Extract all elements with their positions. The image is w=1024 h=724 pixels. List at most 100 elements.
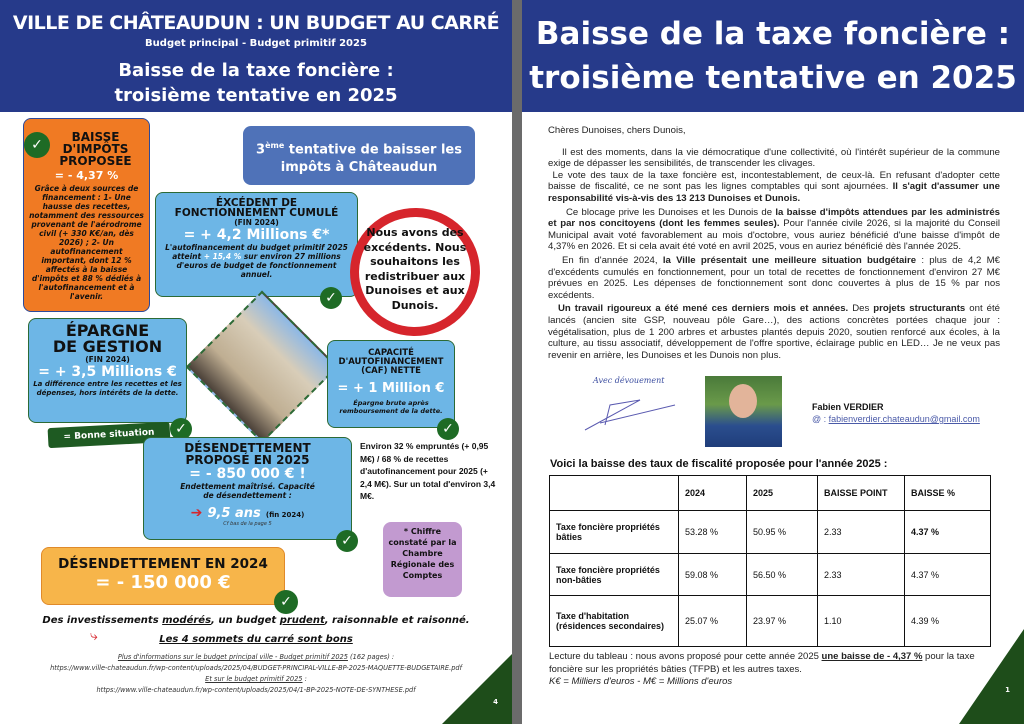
face <box>729 384 757 418</box>
subtitle: Budget principal - Budget primitif 2025 <box>145 38 367 49</box>
caf-title: CAPACITÉ D'AUTOFINANCEMENT (CAF) NETTE <box>338 348 444 376</box>
p5-bold-2: projets structurants <box>873 303 966 315</box>
greeting: Chères Dunoises, chers Dunois, <box>548 125 686 136</box>
attempt-sup: ème <box>265 141 285 150</box>
loans-note: Environ 32 % empruntés (+ 0,95 M€) / 68 … <box>360 441 496 501</box>
letter-body: Chères Dunoises, chers Dunois, Il est de… <box>548 125 1000 363</box>
debt-2025-text: Endettement maîtrisé. Capacité de désend… <box>180 482 315 500</box>
p3-bold: la baisse d'impôts attendues par les adm… <box>548 206 1000 230</box>
p5-text-2: ont été lancés (ancien site GSP, nouveau… <box>548 303 1000 361</box>
header-cell: 2024 <box>678 475 747 511</box>
p2-bold: Il s'agit d'assumer une responsabilité v… <box>548 181 1000 204</box>
info-1-pages: (162 pages) : <box>347 653 395 661</box>
page-header: Baisse de la taxe foncière : troisième t… <box>522 0 1024 112</box>
check-icon: ✓ <box>170 418 192 440</box>
header-cell: 2025 <box>746 475 818 511</box>
email-link[interactable]: fabienverdier.chateaudun@gmail.com <box>828 414 980 424</box>
check-icon: ✓ <box>320 287 342 309</box>
cell: 4.37 % <box>904 553 991 596</box>
paragraph-2: Le vote des taux de la taxe foncière est… <box>548 170 1000 205</box>
email-prefix: @ : <box>812 414 829 424</box>
third-attempt-box: 3ème tentative de baisser les impôts à C… <box>243 126 475 185</box>
tagline-part: , un budget <box>211 615 280 626</box>
savings-period: (FIN 2024) <box>85 355 130 364</box>
table-reading-note: Lecture du tableau : nous avons proposé … <box>549 651 994 689</box>
p3-text-2: Pour l'année civile 2026, si la majorité… <box>548 218 1000 253</box>
header-cell <box>549 475 679 511</box>
table-row: Taxe foncière propriétés bâties 53.28 % … <box>549 510 991 554</box>
table-header-row: 2024 2025 BAISSE POINT BAISSE % <box>549 475 991 511</box>
table-row: Taxe d'habitation (résidences secondaire… <box>549 595 991 647</box>
debt-2025-value: = - 850 000 € ! <box>189 466 306 482</box>
circle-text: Nous avons des excédents. Nous souhaiton… <box>363 226 467 312</box>
paragraph-4: En fin d'année 2024, la Ville présentait… <box>548 255 1000 301</box>
reading-text: Lecture du tableau : nous avons proposé … <box>549 651 822 662</box>
footnote-box: * Chiffre constaté par la Chambre Région… <box>383 522 462 597</box>
p2-text: Le vote des taux de la taxe foncière est… <box>548 169 1001 193</box>
page-ref: Cf bas de la page 5 <box>223 521 272 527</box>
table-row: Taxe foncière propriétés non-bâties 59.0… <box>549 553 991 596</box>
red-arrow-icon: ➔ <box>190 505 203 521</box>
tagline-part: Des investissements <box>42 615 163 626</box>
info-links: Plus d'informations sur le budget princi… <box>40 652 472 696</box>
info-2-label: Et sur le budget primitif 2025 <box>205 675 303 683</box>
row-label: Taxe foncière propriétés non-bâties <box>549 553 679 596</box>
header-cell: BAISSE POINT <box>817 475 905 511</box>
header-cell: BAISSE % <box>904 475 991 511</box>
info-1-url[interactable]: https://www.ville-chateaudun.fr/wp-conte… <box>50 664 462 672</box>
p5-bold: Un travail rigoureux a été mené ces dern… <box>558 303 849 315</box>
cell: 56.50 % <box>746 553 818 596</box>
tax-rate-table: 2024 2025 BAISSE POINT BAISSE % Taxe fon… <box>549 475 991 647</box>
debt-2024-value: = - 150 000 € <box>95 572 231 593</box>
title-line-2: troisième tentative en 2025 <box>529 60 1017 96</box>
cell: 23.97 % <box>746 595 818 647</box>
attempt-number: 3 <box>256 142 266 158</box>
surplus-highlight: + 15,4 % <box>203 252 242 261</box>
units-note: K€ = Milliers d'euros - M€ = Millions d'… <box>549 676 733 687</box>
headline-1: Baisse de la taxe foncière : <box>118 60 394 81</box>
surplus-text-2: sur environ 27 millions d'euros de budge… <box>176 252 341 279</box>
surplus-box: ÉXCÉDENT DE FONCTIONNEMENT CUMULÉ (FIN 2… <box>155 192 358 297</box>
signature-scribble <box>584 399 676 431</box>
cell: 1.10 <box>817 595 905 647</box>
page-1: Baisse de la taxe foncière : troisième t… <box>522 0 1024 724</box>
tax-cut-title: BAISSE D'IMPÔTS PROPOSEE <box>59 130 132 168</box>
cell: 50.95 % <box>746 510 818 554</box>
corner-triangle <box>442 654 512 724</box>
tax-cut-box: BAISSE D'IMPÔTS PROPOSEE = - 4,37 % Grâc… <box>23 118 150 312</box>
savings-title: ÉPARGNE DE GESTION <box>52 321 163 356</box>
cell: 25.07 % <box>678 595 747 647</box>
info-2-url[interactable]: https://www.ville-chateaudun.fr/wp-conte… <box>96 686 416 694</box>
surplus-title: ÉXCÉDENT DE FONCTIONNEMENT CUMULÉ <box>174 197 339 219</box>
tagline-moderes: modérés <box>162 615 212 626</box>
debt-years: 9,5 ans <box>207 506 261 521</box>
tagline: Des investissements modérés, un budget p… <box>0 615 512 626</box>
p4-text-2: : plus de 4,2 M€ d'excédents cumulés en … <box>548 254 1000 301</box>
p3-text: Ce blocage prive les Dunoises et les Dun… <box>566 206 776 218</box>
table-heading: Voici la baisse des taux de fiscalité pr… <box>550 458 888 470</box>
attempt-text: tentative de baisser les impôts à Châtea… <box>280 142 462 176</box>
page-number: 1 <box>1005 686 1010 694</box>
page-header: VILLE DE CHÂTEAUDUN : UN BUDGET AU CARRÉ… <box>0 0 512 112</box>
savings-value: = + 3,5 Millions € <box>38 364 177 380</box>
headline-2: troisième tentative en 2025 <box>114 85 398 106</box>
savings-text: La différence entre les recettes et les … <box>33 380 182 397</box>
debt-years-note: (fin 2024) <box>265 511 305 519</box>
cell: 4.37 % <box>904 510 991 554</box>
p4-bold: la Ville présentait une meilleure situat… <box>662 254 917 266</box>
signature-text: Avec dévouement <box>593 376 665 385</box>
curved-arrow-icon: ⤷ <box>90 628 98 644</box>
tax-cut-text: Grâce à deux sources de financement : 1-… <box>29 184 144 301</box>
tax-cut-value: = - 4,37 % <box>54 169 119 182</box>
title-line-1: Baisse de la taxe foncière : <box>535 16 1011 52</box>
check-icon: ✓ <box>274 590 298 614</box>
check-icon: ✓ <box>437 418 459 440</box>
reading-text-2: pour la taxe foncière sur les propriétés… <box>549 651 975 675</box>
paragraph-5: Un travail rigoureux a été mené ces dern… <box>548 303 1000 361</box>
page-title: VILLE DE CHÂTEAUDUN : UN BUDGET AU CARRÉ <box>12 12 500 34</box>
paragraph-1: Il est des moments, dans la vie démocrat… <box>548 146 1000 170</box>
check-icon: ✓ <box>24 132 50 158</box>
p4-text: En fin d'année 2024, <box>562 254 663 266</box>
corner-triangle <box>959 629 1024 724</box>
tagline-prudent: prudent <box>279 615 325 626</box>
